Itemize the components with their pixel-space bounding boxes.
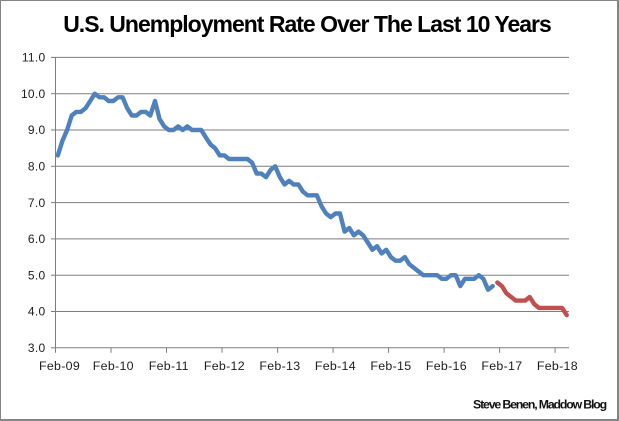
svg-text:Feb-15: Feb-15 — [370, 359, 411, 373]
svg-text:8.0: 8.0 — [28, 160, 46, 174]
svg-text:9.0: 9.0 — [28, 123, 46, 137]
svg-text:4.0: 4.0 — [28, 305, 46, 319]
svg-text:5.0: 5.0 — [28, 268, 46, 282]
svg-text:Feb-09: Feb-09 — [39, 359, 80, 373]
svg-text:Feb-17: Feb-17 — [481, 359, 522, 373]
svg-text:3.0: 3.0 — [28, 341, 46, 355]
svg-text:6.0: 6.0 — [28, 232, 46, 246]
svg-text:Feb-13: Feb-13 — [259, 359, 300, 373]
svg-text:Feb-16: Feb-16 — [426, 359, 467, 373]
svg-text:10.0: 10.0 — [21, 87, 46, 101]
svg-text:Feb-11: Feb-11 — [149, 359, 189, 373]
svg-text:U.S. Unemployment Rate Over Th: U.S. Unemployment Rate Over The Last 10 … — [63, 11, 551, 37]
svg-text:Steve Benen, Maddow Blog: Steve Benen, Maddow Blog — [473, 398, 607, 412]
svg-text:11.0: 11.0 — [22, 51, 46, 65]
svg-text:Feb-18: Feb-18 — [537, 359, 578, 373]
svg-text:Feb-12: Feb-12 — [204, 359, 245, 373]
svg-text:Feb-14: Feb-14 — [315, 359, 356, 373]
svg-text:7.0: 7.0 — [28, 196, 46, 210]
svg-text:Feb-10: Feb-10 — [93, 359, 134, 373]
